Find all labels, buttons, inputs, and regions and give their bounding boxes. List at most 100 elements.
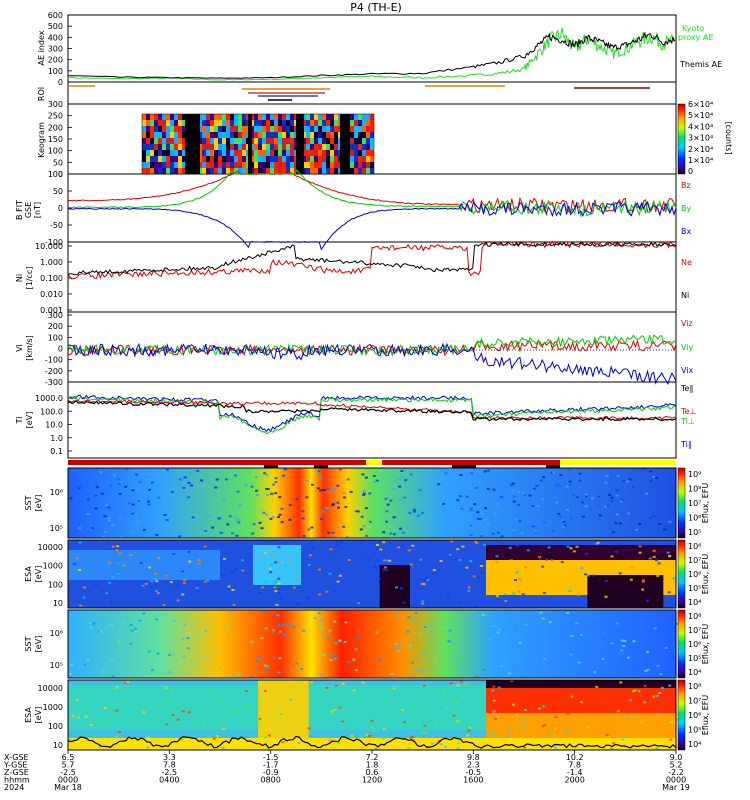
spectrogram-pixel bbox=[388, 559, 392, 562]
spectrogram-pixel bbox=[414, 612, 418, 614]
x-axis-tick-label: -2.5 bbox=[162, 768, 178, 777]
spectrogram-pixel bbox=[539, 611, 543, 614]
keogram-cell bbox=[358, 156, 362, 162]
spectrogram-pixel bbox=[577, 594, 580, 597]
spectrogram-pixel bbox=[604, 595, 608, 598]
spectrogram-pixel bbox=[362, 525, 366, 528]
spectrogram-pixel bbox=[384, 497, 388, 500]
keogram-cell bbox=[262, 120, 266, 126]
ae-panel-frame bbox=[67, 14, 677, 83]
spectrogram-pixel bbox=[307, 564, 311, 566]
keogram-cell bbox=[202, 138, 206, 144]
spectrogram-pixel bbox=[595, 542, 599, 545]
keogram-cell bbox=[362, 126, 366, 132]
mode-bar-black bbox=[546, 465, 560, 468]
spectrogram-pixel bbox=[620, 649, 624, 652]
spectrogram-pixel bbox=[97, 630, 101, 633]
ti-perp-line bbox=[67, 396, 677, 435]
spectrogram-pixel bbox=[289, 698, 293, 701]
spectrogram-pixel bbox=[403, 496, 407, 499]
spectrogram-pixel bbox=[135, 523, 138, 526]
keogram-cell bbox=[318, 126, 322, 132]
keogram-cell bbox=[150, 114, 154, 120]
spectrogram-pixel bbox=[178, 535, 182, 538]
keogram-cell bbox=[142, 150, 146, 156]
spectrogram-pixel bbox=[172, 619, 176, 622]
spectrogram-pixel bbox=[512, 490, 516, 493]
spectrogram-pixel bbox=[221, 746, 225, 749]
x-axis-tick-label: 0400 bbox=[159, 776, 179, 785]
velocity-ytick: -200 bbox=[45, 367, 63, 376]
mode-bar-red bbox=[382, 460, 560, 465]
te-par-line bbox=[67, 399, 677, 422]
keogram-cell bbox=[266, 156, 270, 162]
spectrogram-pixel bbox=[675, 718, 679, 721]
spectrogram-pixel bbox=[154, 618, 158, 621]
spectrogram-pixel bbox=[86, 498, 90, 501]
spectrogram-pixel bbox=[482, 518, 486, 521]
spectrogram-pixel bbox=[186, 720, 190, 723]
spectrogram-pixel bbox=[292, 625, 296, 628]
spectrogram-pixel bbox=[365, 733, 369, 736]
bz-line bbox=[67, 170, 677, 214]
bfield-ytick: 50 bbox=[53, 187, 63, 196]
spectrogram-pixel bbox=[404, 479, 408, 482]
spectrogram-pixel bbox=[274, 580, 277, 583]
spectrogram-pixel bbox=[392, 488, 396, 491]
keogram-cell bbox=[222, 144, 226, 150]
spectrogram-pixel bbox=[84, 715, 88, 718]
spectrogram-pixel bbox=[71, 714, 75, 717]
spectrogram-pixel bbox=[278, 624, 281, 626]
keogram-cell bbox=[226, 138, 230, 144]
esa-ion-dark bbox=[486, 680, 676, 688]
spectrogram-pixel bbox=[214, 486, 218, 489]
keogram-cell bbox=[370, 150, 374, 156]
spectrogram-pixel bbox=[107, 561, 111, 564]
spectrogram-pixel bbox=[284, 711, 288, 714]
spectrogram-pixel bbox=[395, 586, 398, 589]
keogram-gap bbox=[296, 114, 304, 174]
spectrogram-pixel bbox=[222, 742, 226, 744]
spectrogram-pixel bbox=[658, 523, 662, 525]
keogram-cell bbox=[290, 114, 294, 120]
keogram-cell bbox=[266, 168, 270, 174]
spectrogram-pixel bbox=[280, 713, 283, 715]
mode-bar bbox=[68, 460, 676, 468]
spectrogram-pixel bbox=[411, 735, 414, 738]
spectrogram-pixel bbox=[362, 494, 365, 497]
keogram-cell bbox=[306, 132, 310, 138]
spectrogram-pixel bbox=[571, 494, 575, 497]
spectrogram-pixel bbox=[394, 642, 398, 645]
keogram-cell bbox=[206, 120, 210, 126]
keogram-cell bbox=[178, 168, 182, 174]
spectrogram-pixel bbox=[262, 511, 266, 514]
spectrogram-pixel bbox=[538, 557, 542, 560]
keogram-cell bbox=[274, 120, 278, 126]
spectrogram-pixel bbox=[343, 641, 347, 643]
keogram-cell bbox=[226, 162, 230, 168]
spectrogram-pixel bbox=[578, 472, 582, 475]
spectrogram-pixel bbox=[269, 571, 273, 574]
spectrogram-pixel bbox=[266, 487, 270, 490]
spectrogram-pixel bbox=[119, 481, 123, 484]
keogram-cell bbox=[226, 120, 230, 126]
spectrogram-pixel bbox=[168, 671, 172, 674]
sst-electron-spectrogram bbox=[68, 468, 676, 538]
keogram-cell bbox=[282, 150, 286, 156]
spectrogram-pixel bbox=[550, 471, 554, 474]
spectrogram-pixel bbox=[467, 586, 471, 589]
spectrogram-pixel bbox=[561, 525, 565, 528]
keogram-cell bbox=[286, 120, 290, 126]
keogram-cell bbox=[166, 126, 170, 132]
spectrogram-pixel bbox=[506, 591, 510, 594]
spectrogram-pixel bbox=[581, 515, 585, 518]
spectrogram-pixel bbox=[392, 687, 396, 690]
keogram-cell bbox=[322, 168, 326, 174]
spectrogram-pixel bbox=[352, 689, 356, 692]
spectrogram-pixel bbox=[270, 563, 274, 566]
keogram-cell bbox=[274, 168, 278, 174]
spectrogram-pixel bbox=[164, 574, 168, 577]
keogram-cell bbox=[274, 114, 278, 120]
keogram-cell bbox=[322, 162, 326, 168]
sst-ion-ytick: 10⁶ bbox=[50, 629, 63, 638]
